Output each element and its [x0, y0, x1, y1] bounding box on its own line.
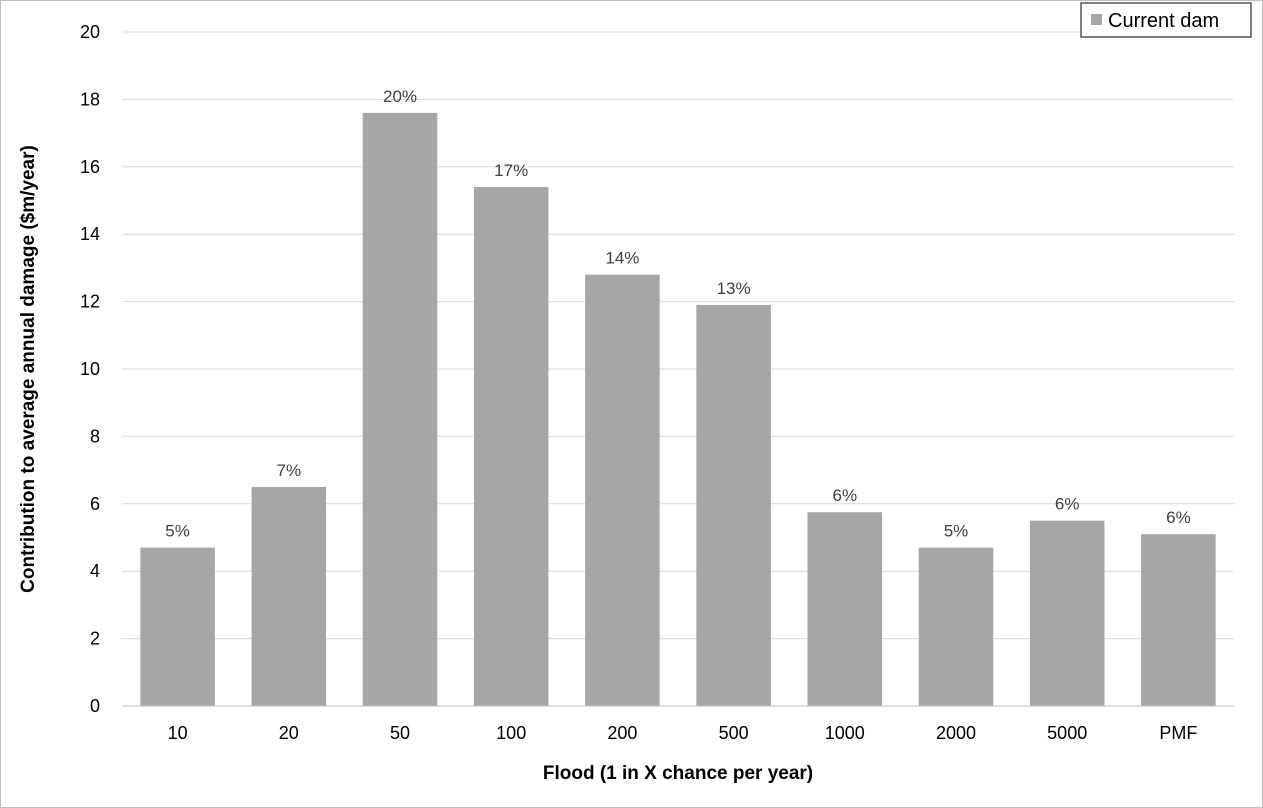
y-tick-label: 8 — [90, 426, 100, 446]
y-tick-label: 10 — [80, 359, 100, 379]
bar — [251, 486, 327, 706]
y-tick-label: 4 — [90, 561, 100, 581]
data-label: 5% — [165, 522, 190, 541]
legend: Current dam — [1080, 2, 1252, 38]
y-tick-label: 12 — [80, 292, 100, 312]
x-tick-label: 50 — [390, 723, 410, 743]
bar — [140, 547, 215, 706]
data-label: 17% — [494, 161, 528, 180]
bar — [696, 304, 771, 706]
bars — [140, 112, 1216, 706]
data-label: 6% — [833, 486, 858, 505]
x-tick-label: 10 — [168, 723, 188, 743]
x-tick-label: 2000 — [936, 723, 976, 743]
data-label: 5% — [944, 522, 969, 541]
bar — [807, 512, 883, 706]
data-label: 13% — [717, 279, 751, 298]
y-tick-label: 0 — [90, 696, 100, 716]
y-tick-label: 16 — [80, 157, 100, 177]
x-axis-ticks: 10 20 50 100 200 500 1000 2000 5000 PMF — [168, 723, 1198, 743]
x-axis-title: Flood (1 in X chance per year) — [543, 763, 813, 784]
data-label: 14% — [605, 249, 639, 268]
y-tick-label: 20 — [80, 22, 100, 42]
legend-swatch — [1091, 14, 1102, 25]
x-tick-label: 20 — [279, 723, 299, 743]
data-label: 7% — [277, 461, 302, 480]
data-label: 20% — [383, 87, 417, 106]
x-tick-label: 200 — [607, 723, 637, 743]
bar — [362, 112, 438, 706]
bar — [1141, 534, 1216, 706]
x-tick-label: 500 — [719, 723, 749, 743]
y-tick-label: 18 — [80, 89, 100, 109]
bar — [473, 187, 549, 706]
x-tick-label: 1000 — [825, 723, 865, 743]
data-label: 6% — [1055, 495, 1080, 514]
y-tick-label: 14 — [80, 224, 100, 244]
y-tick-label: 6 — [90, 494, 100, 514]
data-label: 6% — [1166, 508, 1191, 527]
data-labels: 5% 7% 20% 17% 14% 13% 6% 5% 6% 6% — [165, 87, 1190, 541]
x-tick-label: PMF — [1159, 723, 1197, 743]
legend-box — [1080, 2, 1252, 38]
bar — [918, 547, 994, 706]
legend-label: Current dam — [1108, 10, 1219, 32]
bar — [585, 274, 660, 706]
y-tick-label: 2 — [90, 629, 100, 649]
x-tick-label: 100 — [496, 723, 526, 743]
y-axis-title: Contribution to average annual damage ($… — [18, 145, 39, 593]
y-axis-ticks: 0 2 4 6 8 10 12 14 16 18 20 — [80, 22, 100, 716]
x-tick-label: 5000 — [1047, 723, 1087, 743]
bar — [1029, 520, 1105, 706]
